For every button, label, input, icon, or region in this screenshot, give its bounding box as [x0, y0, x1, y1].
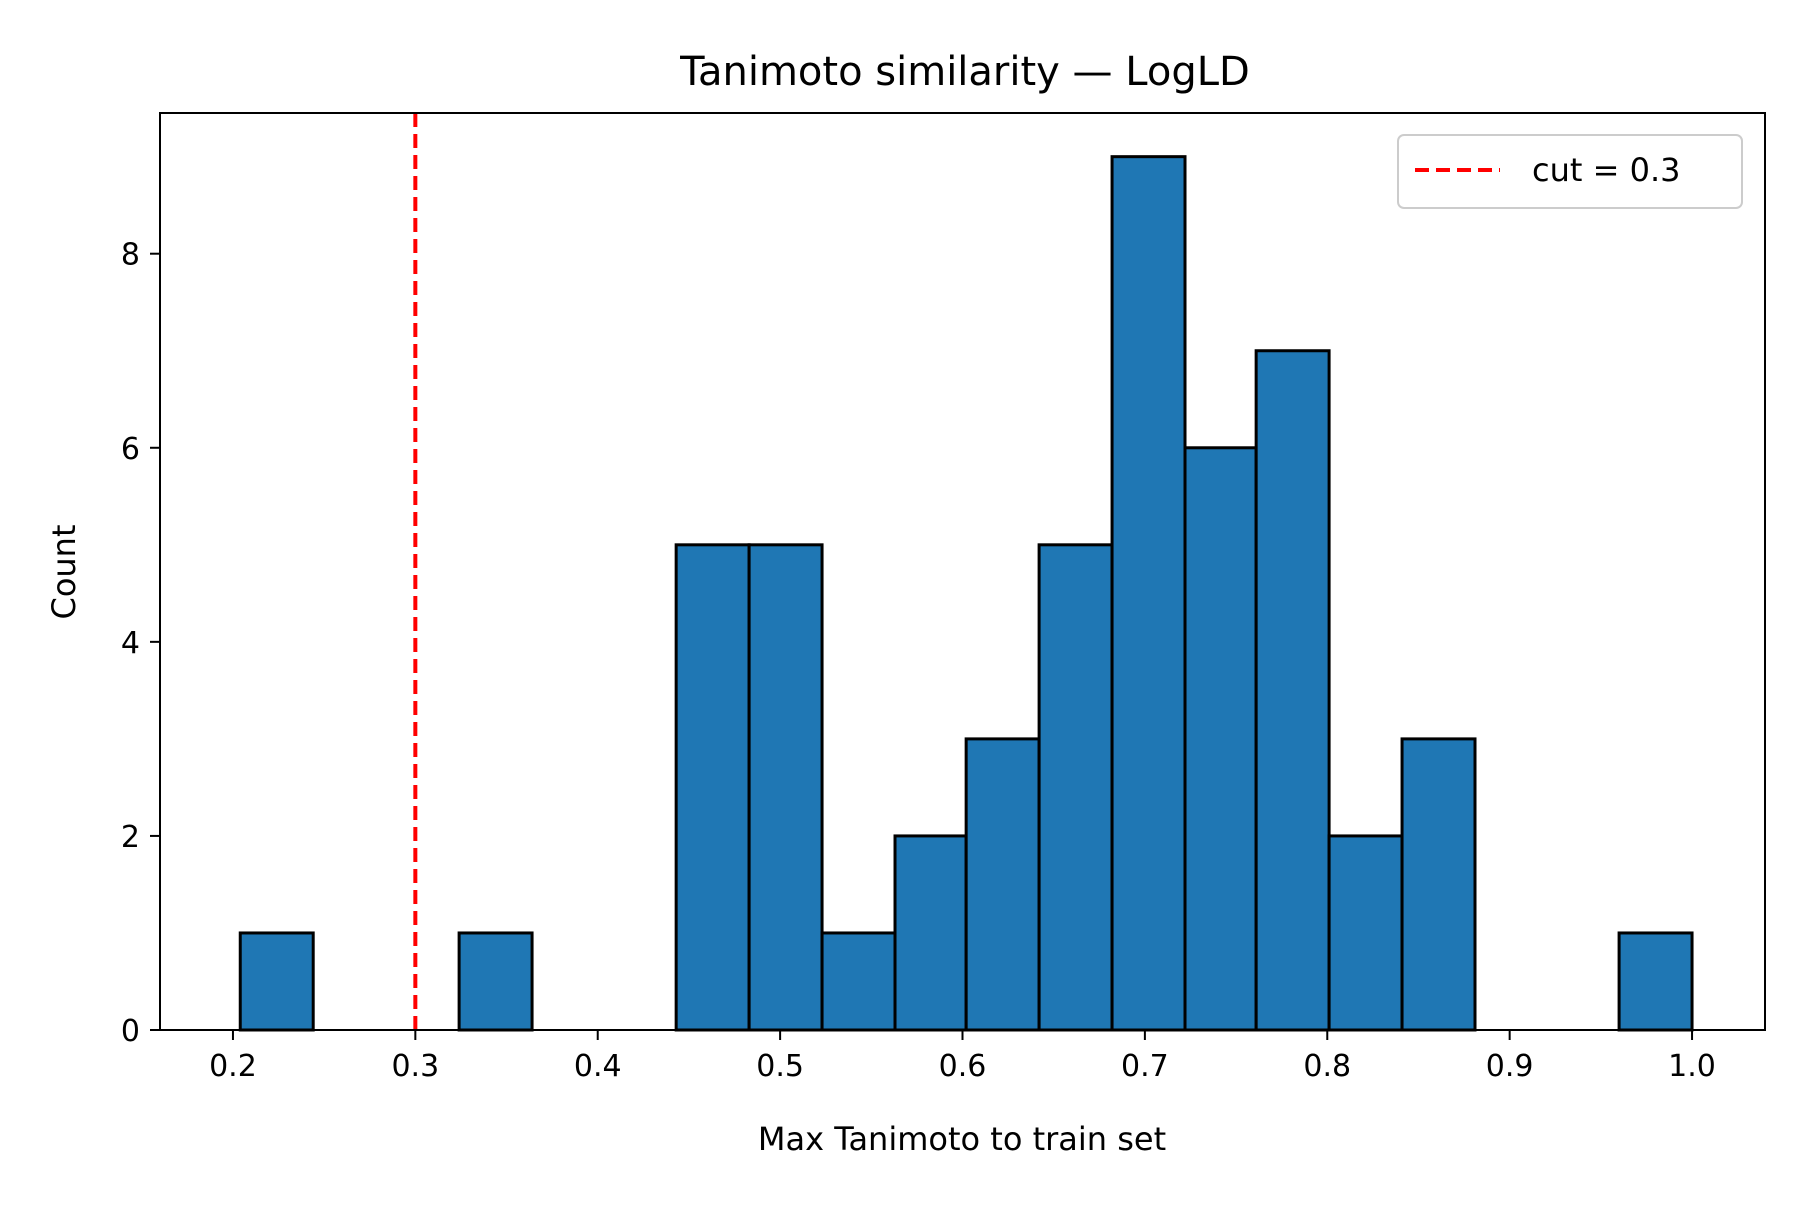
y-tick-label: 2	[121, 820, 140, 855]
histogram-bar-15	[1327, 834, 1404, 1032]
x-tick-label: 0.9	[1486, 1049, 1534, 1084]
x-tick-label: 0.4	[574, 1049, 622, 1084]
histogram-bar-3	[457, 931, 534, 1032]
x-tick-label: 0.3	[391, 1049, 439, 1084]
y-tick-label: 0	[121, 1014, 140, 1049]
histogram-bar-9	[893, 834, 968, 1032]
bars-group	[238, 155, 1694, 1032]
x-tick-label: 0.2	[209, 1049, 257, 1084]
histogram-bar-6	[674, 543, 751, 1032]
histogram-bar-10	[964, 737, 1041, 1032]
x-axis-ticks: 0.2 0.3 0.4 0.5 0.6 0.7 0.8 0.9 1.0	[209, 1030, 1716, 1084]
x-tick-label: 0.6	[939, 1049, 987, 1084]
y-tick-label: 8	[121, 238, 140, 273]
histogram-bar-12	[1110, 155, 1187, 1032]
histogram-bar-19	[1617, 931, 1694, 1032]
legend-entry-label: cut = 0.3	[1532, 151, 1680, 189]
x-tick-label: 0.5	[756, 1049, 804, 1084]
y-axis-ticks: 0 2 4 6 8	[121, 238, 160, 1049]
histogram-bar-11	[1037, 543, 1114, 1032]
legend: cut = 0.3	[1397, 134, 1743, 209]
histogram-bar-0	[238, 931, 315, 1032]
x-axis-label: Max Tanimoto to train set	[758, 1120, 1166, 1158]
histogram-bar-8	[820, 931, 897, 1032]
histogram-bar-14	[1254, 349, 1331, 1032]
y-axis-label: Count	[45, 524, 83, 619]
histogram-bar-13	[1183, 446, 1258, 1032]
chart-title: Tanimoto similarity — LogLD	[679, 49, 1250, 95]
y-tick-label: 6	[121, 432, 140, 467]
histogram-bar-7	[747, 543, 824, 1032]
x-tick-label: 1.0	[1668, 1049, 1716, 1084]
histogram-bar-16	[1400, 737, 1477, 1032]
x-tick-label: 0.7	[1121, 1049, 1169, 1084]
x-tick-label: 0.8	[1303, 1049, 1351, 1084]
legend-box	[1397, 134, 1743, 209]
y-tick-label: 4	[121, 626, 140, 661]
